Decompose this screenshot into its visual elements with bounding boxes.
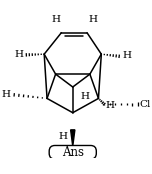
Text: Cl: Cl [140,100,151,109]
Text: H: H [81,92,90,101]
FancyBboxPatch shape [49,145,96,159]
Text: H: H [14,50,23,59]
Polygon shape [71,130,75,146]
Text: H: H [88,15,97,24]
Text: H: H [51,15,60,24]
Text: H: H [122,51,131,60]
Text: H: H [2,90,11,99]
Text: Ans: Ans [62,146,84,159]
Text: H: H [106,101,115,110]
Text: H: H [58,132,67,141]
